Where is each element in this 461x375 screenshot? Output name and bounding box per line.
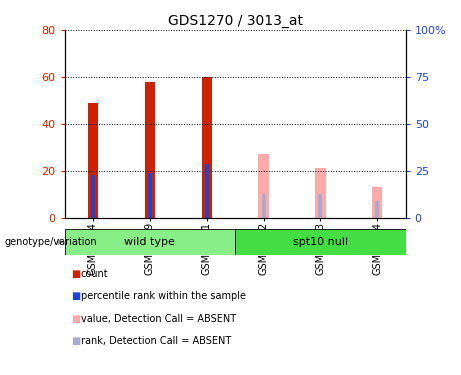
Bar xyxy=(201,77,212,218)
Bar xyxy=(259,154,269,218)
Bar xyxy=(375,201,379,217)
Bar xyxy=(88,103,98,218)
Text: value, Detection Call = ABSENT: value, Detection Call = ABSENT xyxy=(81,314,236,324)
Bar xyxy=(261,194,266,217)
Text: rank, Detection Call = ABSENT: rank, Detection Call = ABSENT xyxy=(81,336,231,346)
FancyBboxPatch shape xyxy=(65,229,235,255)
Title: GDS1270 / 3013_at: GDS1270 / 3013_at xyxy=(168,13,302,28)
Bar xyxy=(145,82,155,218)
Bar xyxy=(315,168,325,217)
Text: count: count xyxy=(81,269,108,279)
Text: spt10 null: spt10 null xyxy=(293,237,348,247)
Text: genotype/variation: genotype/variation xyxy=(5,237,97,247)
Bar xyxy=(148,173,152,217)
Text: ■: ■ xyxy=(71,291,81,301)
Text: ■: ■ xyxy=(71,269,81,279)
FancyBboxPatch shape xyxy=(235,229,406,255)
Bar xyxy=(319,194,322,217)
Text: ■: ■ xyxy=(71,314,81,324)
Bar xyxy=(205,164,209,218)
Bar xyxy=(372,187,382,218)
Text: wild type: wild type xyxy=(124,237,175,247)
Text: percentile rank within the sample: percentile rank within the sample xyxy=(81,291,246,301)
Bar xyxy=(91,176,95,217)
Text: ■: ■ xyxy=(71,336,81,346)
